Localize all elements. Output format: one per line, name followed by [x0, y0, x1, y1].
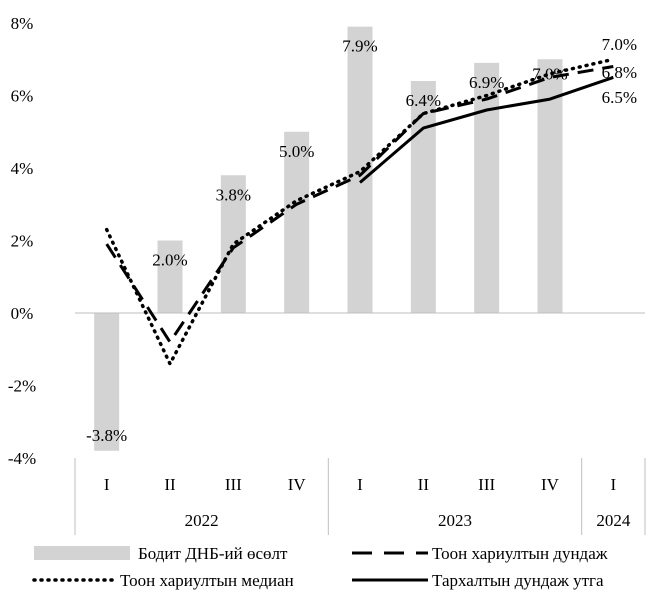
- x-tick-label: I: [104, 475, 110, 494]
- bar: [284, 131, 310, 313]
- bar: [157, 240, 183, 313]
- end-value-labels: 7.0% 6.8% 6.5%: [602, 35, 637, 107]
- y-tick-label: -2%: [8, 377, 36, 396]
- x-tick-label: III: [225, 475, 242, 494]
- end-value-label: 6.8%: [602, 63, 637, 82]
- legend: Бодит ДНБ-ий өсөлт Тоон хариултын дундаж Т…: [32, 544, 608, 590]
- y-tick-label: -4%: [8, 449, 36, 468]
- x-tick-label: III: [478, 475, 495, 494]
- y-tick-label: 6%: [11, 87, 34, 106]
- bar: [94, 313, 120, 451]
- x-tick-label: IV: [288, 475, 307, 494]
- bar-data-labels: -3.8% 2.0% 3.8% 5.0% 7.9% 6.4% 6.9% 7.0%: [86, 37, 568, 445]
- end-value-label: 7.0%: [602, 35, 637, 54]
- legend-label: Тархалтын дундаж утга: [432, 571, 604, 590]
- x-year-label: 2023: [438, 511, 472, 530]
- end-value-label: 6.5%: [602, 88, 637, 107]
- bar-data-label: 5.0%: [279, 142, 314, 161]
- bar-data-label: -3.8%: [86, 426, 127, 445]
- x-tick-label: II: [164, 475, 176, 494]
- y-axis: -4% -2% 0% 2% 4% 6% 8%: [8, 14, 36, 468]
- x-year-label: 2024: [596, 511, 631, 530]
- legend-label: Тоон хариултын дундаж: [432, 544, 608, 563]
- x-tick-label: I: [610, 475, 616, 494]
- x-tick-label: I: [357, 475, 363, 494]
- bar-data-label: 7.9%: [342, 37, 377, 56]
- x-tick-label: IV: [541, 475, 560, 494]
- y-tick-label: 2%: [11, 232, 34, 251]
- bar-data-label: 7.0%: [532, 64, 567, 83]
- legend-label: Бодит ДНБ-ий өсөлт: [138, 544, 288, 563]
- line-dashed: [105, 65, 614, 344]
- bar: [347, 26, 373, 313]
- x-tick-label: II: [418, 475, 430, 494]
- y-tick-label: 4%: [11, 159, 34, 178]
- y-tick-label: 8%: [11, 14, 34, 33]
- bar: [220, 175, 246, 313]
- legend-swatch-bar: [34, 546, 130, 560]
- bar-data-label: 2.0%: [152, 251, 187, 270]
- bar-data-label: 6.9%: [469, 73, 504, 92]
- bar-data-label: 3.8%: [216, 185, 251, 204]
- bar: [410, 81, 436, 313]
- line-series: [104, 57, 616, 366]
- bar: [474, 62, 500, 313]
- y-tick-label: 0%: [11, 304, 34, 323]
- line-solid: [359, 75, 614, 184]
- bar-data-label: 6.4%: [406, 91, 441, 110]
- x-year-label: 2022: [185, 511, 219, 530]
- bar-series: [75, 26, 645, 451]
- legend-label: Тоон хариултын медиан: [120, 571, 294, 590]
